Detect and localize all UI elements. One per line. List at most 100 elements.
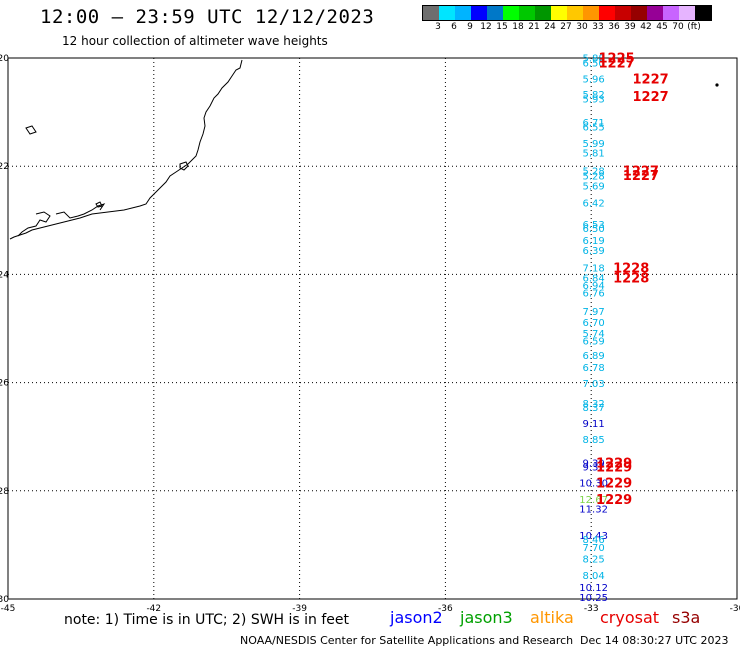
lon-tick-label: -42 xyxy=(146,604,161,614)
color-swatch xyxy=(455,6,471,20)
color-swatch xyxy=(503,6,519,20)
swh-value-label: 9.39 xyxy=(582,459,604,470)
swh-value-label: 8.37 xyxy=(582,403,604,414)
swh-value-label: 8.85 xyxy=(582,435,604,446)
lat-tick-label: -28 xyxy=(0,487,9,497)
swh-value-label: 6.50 xyxy=(582,224,604,235)
swh-value-label: 7.70 xyxy=(582,543,604,554)
time-label: 1227 xyxy=(623,165,659,180)
swh-value-label: 5.74 xyxy=(582,329,604,340)
swh-value-label: 6.76 xyxy=(582,288,604,299)
swh-value-label: 6.42 xyxy=(582,198,604,209)
swh-value-label: 5.88 xyxy=(582,53,604,64)
time-label: 1227 xyxy=(598,56,634,71)
time-label: 1227 xyxy=(623,169,659,184)
color-swatch xyxy=(535,6,551,20)
swh-value-label: 9.11 xyxy=(582,419,604,430)
color-scale-label: 12 xyxy=(480,22,492,32)
swh-value-label: 8.04 xyxy=(582,571,604,582)
color-scale-label: 15 xyxy=(496,22,508,32)
swh-value-label: 8.25 xyxy=(582,554,604,565)
swh-value-label: 9.32 xyxy=(582,462,604,473)
color-swatch xyxy=(599,6,615,20)
color-scale-label: 36 xyxy=(608,22,620,32)
color-swatch xyxy=(583,6,599,20)
satellite-legend-jason2: jason2 xyxy=(390,608,443,627)
swh-value-label: 5.28 xyxy=(582,167,604,178)
swh-value-label: 6.39 xyxy=(582,246,604,257)
time-label: 1225 xyxy=(598,51,634,66)
swh-value-label: 8.46 xyxy=(582,535,604,546)
swh-value-label: 6.94 xyxy=(582,281,604,292)
swh-value-label: 5.81 xyxy=(582,149,604,160)
island xyxy=(95,201,103,208)
color-swatch xyxy=(615,6,631,20)
color-scale-label: 70 xyxy=(672,22,684,32)
color-swatch xyxy=(471,6,487,20)
time-label: 1228 xyxy=(613,261,649,276)
lat-tick-label: -26 xyxy=(0,379,9,389)
color-swatch xyxy=(519,6,535,20)
map-subtitle: 12 hour collection of altimeter wave hei… xyxy=(62,34,328,48)
color-swatch xyxy=(631,6,647,20)
swh-value-label: 6.19 xyxy=(582,236,604,247)
island xyxy=(179,161,189,171)
map-frame xyxy=(7,57,738,600)
swh-value-label: 7.03 xyxy=(582,379,604,390)
satellite-legend-altika: altika xyxy=(530,608,574,627)
color-scale-label: 3 xyxy=(435,22,441,32)
color-swatch xyxy=(663,6,679,20)
color-scale-bar xyxy=(422,5,712,21)
satellite-legend-cryosat: cryosat xyxy=(600,608,660,627)
time-label: 1227 xyxy=(633,73,669,88)
color-scale-label: 18 xyxy=(512,22,524,32)
swh-value-label: 12.67 xyxy=(579,495,608,506)
lat-tick-label: -30 xyxy=(0,595,9,605)
swh-value-label: 11.32 xyxy=(579,505,608,516)
color-scale-label: (ft) xyxy=(687,22,701,32)
time-label: 1228 xyxy=(613,272,649,287)
color-swatch xyxy=(423,6,439,20)
credit-date: Dec 14 08:30:27 UTC 2023 xyxy=(580,634,729,647)
time-labels: 1225122712271227122712271228122812291229… xyxy=(596,51,669,507)
swh-value-label: 5.28 xyxy=(582,171,604,182)
color-swatch xyxy=(487,6,503,20)
color-swatch xyxy=(695,6,711,20)
swh-value-label: 6.50 xyxy=(582,58,604,69)
color-scale-label: 27 xyxy=(560,22,572,32)
island xyxy=(25,125,37,135)
time-label: 1229 xyxy=(596,493,632,508)
coastline-bay xyxy=(55,203,106,219)
color-scale-label: 24 xyxy=(544,22,556,32)
swh-value-label: 7.18 xyxy=(582,263,604,274)
time-label: 1229 xyxy=(596,457,632,472)
lat-tick-label: -22 xyxy=(0,162,9,172)
map-title: 12:00 — 23:59 UTC 12/12/2023 xyxy=(40,6,375,28)
coastline xyxy=(9,59,243,240)
swh-value-label: 6.89 xyxy=(582,351,604,362)
swh-value-label: 6.59 xyxy=(582,336,604,347)
swh-value-label: 10.25 xyxy=(579,593,608,604)
island-dot xyxy=(715,83,719,87)
swh-value-label: 7.97 xyxy=(582,307,604,318)
footer-note: note: 1) Time is in UTC; 2) SWH is in fe… xyxy=(64,612,350,628)
lon-tick-label: -33 xyxy=(584,604,599,614)
color-scale-label: 45 xyxy=(656,22,668,32)
swh-value-label: 6.55 xyxy=(582,123,604,134)
lon-tick-label: -39 xyxy=(292,604,307,614)
swh-value-label: 5.69 xyxy=(582,182,604,193)
lat-tick-label: -20 xyxy=(0,54,9,64)
time-label: 1227 xyxy=(633,90,669,105)
color-swatch xyxy=(439,6,455,20)
color-swatch xyxy=(567,6,583,20)
color-swatch xyxy=(647,6,663,20)
swh-value-label: 5.82 xyxy=(582,90,604,101)
satellite-legend-jason3: jason3 xyxy=(460,608,513,627)
swh-value-label: 10.43 xyxy=(579,531,608,542)
lon-tick-label: -36 xyxy=(438,604,453,614)
swh-value-label: 5.93 xyxy=(582,95,604,106)
color-scale-label: 39 xyxy=(624,22,636,32)
color-scale-label: 6 xyxy=(451,22,457,32)
swh-labels: 5.886.505.965.825.936.716.555.995.815.28… xyxy=(579,53,608,603)
